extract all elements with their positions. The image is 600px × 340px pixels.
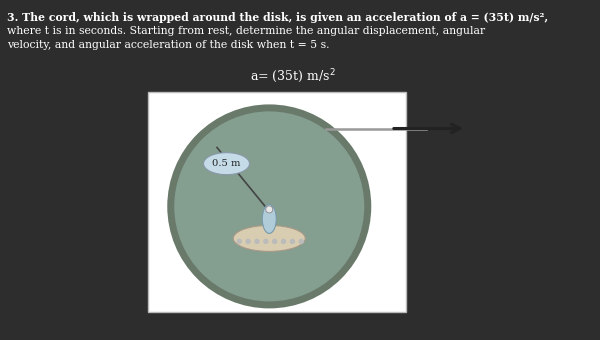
- Circle shape: [246, 239, 250, 243]
- Ellipse shape: [262, 204, 276, 233]
- Circle shape: [237, 239, 241, 243]
- Circle shape: [272, 239, 277, 243]
- Ellipse shape: [233, 225, 305, 251]
- Circle shape: [255, 239, 259, 243]
- Circle shape: [299, 239, 303, 243]
- Circle shape: [264, 239, 268, 243]
- Ellipse shape: [203, 153, 250, 175]
- Circle shape: [290, 239, 295, 243]
- Bar: [148, 92, 406, 312]
- Circle shape: [167, 104, 371, 308]
- Text: a= (35t) m/s$^2$: a= (35t) m/s$^2$: [250, 67, 336, 85]
- Text: velocity, and angular acceleration of the disk when t = 5 s.: velocity, and angular acceleration of th…: [7, 40, 329, 50]
- Circle shape: [174, 112, 364, 301]
- Circle shape: [266, 206, 273, 213]
- Circle shape: [281, 239, 286, 243]
- Text: 0.5 m: 0.5 m: [212, 159, 241, 168]
- Text: 3. The cord, which is wrapped around the disk, is given an acceleration of a = (: 3. The cord, which is wrapped around the…: [7, 12, 548, 23]
- Text: where t is in seconds. Starting from rest, determine the angular displacement, a: where t is in seconds. Starting from res…: [7, 26, 485, 36]
